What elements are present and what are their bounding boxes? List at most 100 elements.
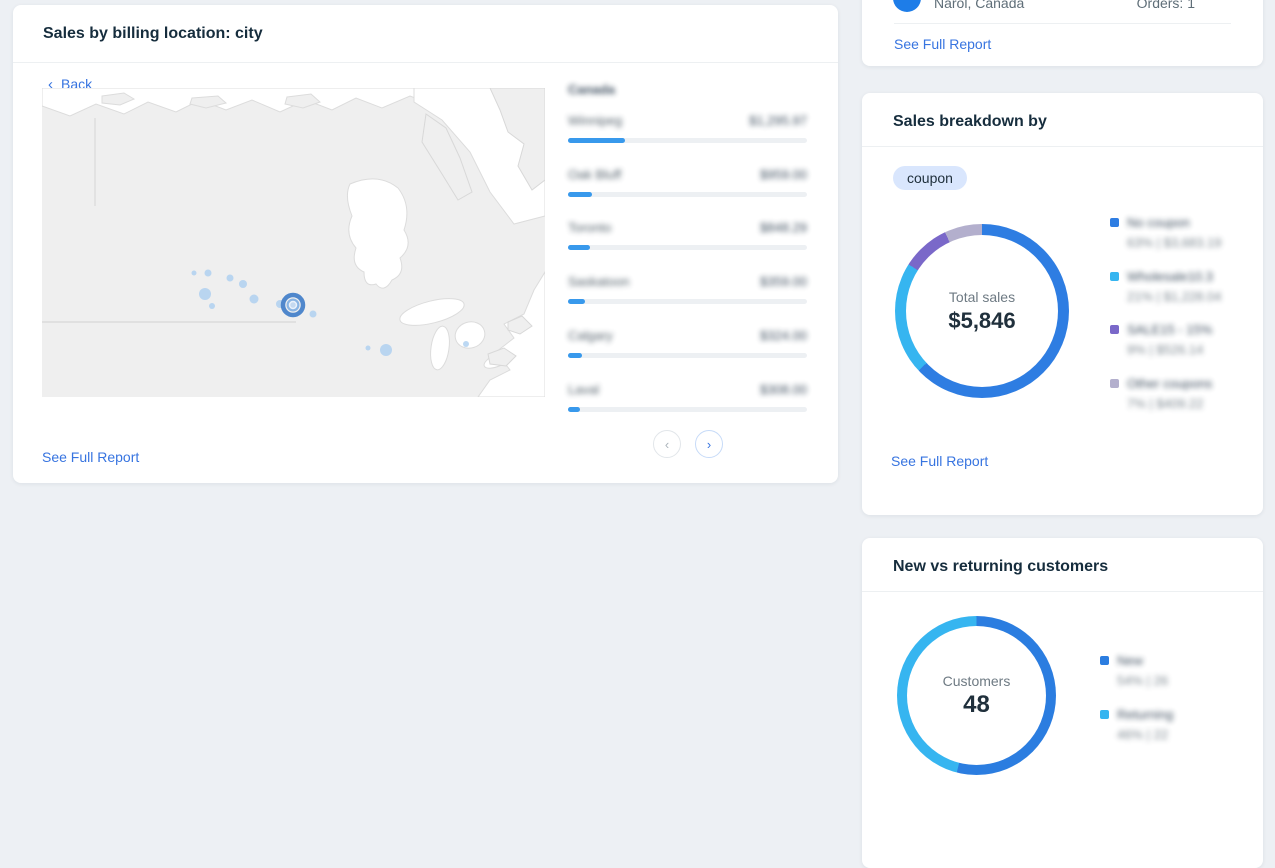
legend-detail: 21% | $1,228.04 — [1127, 289, 1222, 304]
donut-center: Customers 48 — [907, 626, 1046, 765]
see-full-report-link[interactable]: See Full Report — [894, 36, 992, 52]
legend-swatch — [1110, 218, 1119, 227]
legend-detail: 9% | $526.14 — [1127, 342, 1204, 357]
map-marker-selected[interactable] — [288, 300, 298, 310]
city-bar-track — [568, 138, 807, 143]
city-bar-track — [568, 353, 807, 358]
customer-avatar — [893, 0, 921, 12]
donut-center-label: Customers — [942, 672, 1011, 689]
sales-by-location-title: Sales by billing location: city — [43, 25, 263, 42]
new-vs-returning-card: New vs returning customers Customers 48 … — [862, 538, 1263, 868]
map-lake-huron — [454, 321, 486, 349]
city-value: $359.00 — [760, 274, 807, 289]
customers-donut[interactable]: Customers 48 — [897, 616, 1056, 775]
map-marker[interactable] — [226, 274, 234, 282]
map-marker[interactable] — [365, 345, 371, 351]
map-greenland — [489, 88, 545, 191]
city-name: Oak Bluff — [568, 167, 622, 182]
city-row[interactable]: Winnipeg $1,295.97 — [568, 113, 807, 153]
sales-by-location-card: Sales by billing location: city ‹ Back — [13, 5, 838, 483]
legend-detail: 7% | $409.22 — [1127, 396, 1204, 411]
canada-map[interactable] — [42, 88, 545, 397]
legend-detail: 46% | 22 — [1117, 727, 1169, 742]
map-marker[interactable] — [309, 310, 317, 318]
legend-swatch — [1110, 379, 1119, 388]
city-value: $848.29 — [760, 220, 807, 235]
legend-label: Wholesale10.3 — [1127, 269, 1213, 284]
city-name: Saskatoon — [568, 274, 630, 289]
city-bar-fill — [568, 407, 580, 412]
legend-label: New — [1117, 653, 1144, 668]
city-row[interactable]: Saskatoon $359.00 — [568, 274, 807, 314]
coupon-filter-pill[interactable]: coupon — [893, 166, 967, 190]
legend-label: Other coupons — [1127, 376, 1213, 391]
map-lake-michigan — [430, 325, 450, 371]
map-island — [101, 92, 136, 106]
map-marker[interactable] — [209, 303, 215, 309]
donut-center: Total sales $5,846 — [906, 235, 1058, 387]
map-baffin-island — [421, 113, 473, 201]
new-vs-returning-title: New vs returning customers — [893, 558, 1109, 575]
card-divider — [862, 591, 1263, 592]
sales-breakdown-card: Sales breakdown by coupon Total sales $5… — [862, 93, 1263, 515]
city-bar-fill — [568, 299, 585, 304]
city-name: Winnipeg — [568, 113, 623, 128]
city-bar-track — [568, 407, 807, 412]
city-bar-track — [568, 192, 807, 197]
sales-breakdown-donut[interactable]: Total sales $5,846 — [895, 224, 1069, 398]
city-row[interactable]: Calgary $324.00 — [568, 328, 807, 368]
donut-center-label: Total sales — [948, 288, 1016, 305]
chevron-right-icon: › — [706, 436, 712, 452]
chevron-left-icon: ‹ — [48, 76, 53, 93]
city-row[interactable]: Toronto $848.29 — [568, 220, 807, 260]
card-divider — [894, 23, 1231, 24]
legend-label: No coupon — [1127, 215, 1190, 230]
map-markers — [191, 269, 469, 356]
city-row[interactable]: Laval $308.00 — [568, 382, 807, 422]
map-marker-selected[interactable] — [280, 292, 306, 318]
legend-detail: 54% | 26 — [1117, 673, 1169, 688]
city-bar-track — [568, 245, 807, 250]
legend-swatch — [1110, 325, 1119, 334]
city-value: $1,295.97 — [749, 113, 807, 128]
map-marker[interactable] — [191, 270, 197, 276]
city-row[interactable]: Oak Bluff $959.00 — [568, 167, 807, 207]
map-marker[interactable] — [204, 269, 212, 277]
map-marker[interactable] — [380, 344, 392, 356]
city-value: $308.00 — [760, 382, 807, 397]
prev-page-button[interactable]: ‹ — [653, 430, 681, 458]
city-bar-track — [568, 299, 807, 304]
city-value: $959.00 — [760, 167, 807, 182]
map-lake-superior — [399, 298, 465, 326]
map-marker[interactable] — [239, 280, 247, 288]
customer-location-text: Narol, Canada — [934, 0, 1025, 11]
map-marker[interactable] — [463, 341, 469, 347]
legend-label: Returning — [1117, 707, 1174, 722]
city-bar-fill — [568, 353, 583, 358]
city-bar-fill — [568, 245, 590, 250]
chevron-left-icon: ‹ — [664, 436, 670, 452]
map-island — [189, 95, 228, 109]
map-marker[interactable] — [249, 294, 259, 304]
map-nova-scotia — [487, 347, 517, 367]
next-page-button[interactable]: › — [695, 430, 723, 458]
city-name: Laval — [568, 382, 600, 397]
card-divider — [862, 146, 1263, 147]
card-divider — [13, 62, 838, 63]
donut-center-value: $5,846 — [948, 307, 1016, 333]
map-island — [284, 93, 321, 109]
map-newfoundland — [507, 315, 533, 335]
map-svg — [42, 88, 545, 397]
map-marker[interactable] — [199, 288, 211, 300]
city-bar-fill — [568, 192, 592, 197]
see-full-report-link[interactable]: See Full Report — [891, 453, 989, 469]
legend-swatch — [1100, 656, 1109, 665]
customer-location-card: Narol, Canada Orders: 1 See Full Report — [862, 0, 1263, 66]
legend-label: SALE15 - 15% — [1127, 322, 1213, 337]
customer-orders-text: Orders: 1 — [1136, 0, 1195, 11]
legend-detail: 63% | $3,683.19 — [1127, 235, 1222, 250]
legend-swatch — [1110, 272, 1119, 281]
see-full-report-link[interactable]: See Full Report — [42, 449, 140, 465]
city-value: $324.00 — [760, 328, 807, 343]
country-label: Canada — [568, 82, 615, 97]
